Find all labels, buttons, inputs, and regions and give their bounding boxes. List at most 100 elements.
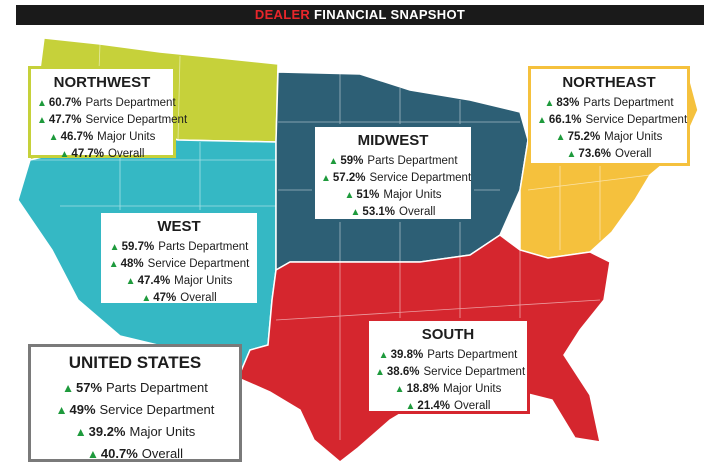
stat-row: ▲ 53.1% Overall [321,204,465,221]
stat-row: ▲ 57% Parts Department [37,377,233,399]
stat-row: ▲ 47.7% Service Department [37,112,187,129]
stat-percent: 21.4% [417,400,451,412]
stat-percent: 75.2% [567,131,601,143]
up-triangle-icon: ▲ [74,425,87,439]
stat-row: ▲ 39.8% Parts Department [375,347,521,364]
stat-percent: 49% [69,402,96,417]
up-triangle-icon: ▲ [141,293,152,304]
stat-percent: 66.1% [548,114,582,126]
up-triangle-icon: ▲ [59,149,70,160]
stat-row: ▲ 39.2% Major Units [37,421,233,443]
stat-label: Parts Department [85,97,176,109]
stat-label: Overall [108,148,145,160]
stat-percent: 39.8% [390,349,424,361]
west-rows: ▲ 59.7% Parts Department ▲ 48% Service Depart… [107,239,251,307]
stat-percent: 83% [556,97,580,109]
south-panel: SOUTH ▲ 39.8% Parts Department ▲ 38.6% Servic… [366,318,530,414]
stat-percent: 47.7% [48,114,82,126]
up-triangle-icon: ▲ [405,401,416,412]
midwest-rows: ▲ 59% Parts Department ▲ 57.2% Service Depart… [321,153,471,221]
stat-label: Parts Department [427,349,518,361]
stat-row: ▲ 73.6% Overall [537,146,681,163]
stat-row: ▲ 66.1% Service Department [537,112,687,129]
up-triangle-icon: ▲ [344,190,355,201]
stat-row: ▲ 47.4% Major Units [107,273,251,290]
up-triangle-icon: ▲ [350,207,361,218]
up-triangle-icon: ▲ [48,132,59,143]
united-states-rows: ▲ 57% Parts Department ▲ 49% Service Departme… [37,377,233,465]
northeast-rows: ▲ 83% Parts Department ▲ 66.1% Service Depart… [537,95,687,163]
stat-percent: 48% [120,258,144,270]
stat-percent: 57% [75,380,103,395]
stat-label: Service Department [423,366,526,378]
stat-row: ▲ 59% Parts Department [321,153,465,170]
stat-row: ▲ 18.8% Major Units [375,381,521,398]
up-triangle-icon: ▲ [537,115,547,126]
stat-row: ▲ 57.2% Service Department [321,170,471,187]
stat-percent: 39.2% [88,424,126,439]
stat-percent: 47.7% [71,148,105,160]
stat-label: Major Units [174,275,233,287]
stat-label: Major Units [129,424,196,439]
stat-percent: 73.6% [578,148,612,160]
up-triangle-icon: ▲ [328,156,339,167]
stat-label: Major Units [97,131,156,143]
stat-percent: 18.8% [406,383,440,395]
stat-percent: 53.1% [362,206,396,218]
up-triangle-icon: ▲ [555,132,566,143]
united-states-heading: UNITED STATES [68,353,202,372]
stat-row: ▲ 60.7% Parts Department [37,95,176,112]
northeast-panel: NORTHEAST ▲ 83% Parts Department ▲ 66.1% Serv… [528,66,690,166]
stat-label: Service Department [147,258,250,270]
stat-label: Parts Department [367,155,458,167]
stat-percent: 59% [340,155,364,167]
west-panel: WEST ▲ 59.7% Parts Department ▲ 48% Service D… [98,210,260,306]
stat-label: Overall [454,400,491,412]
stat-label: Major Units [383,189,442,201]
stat-percent: 51% [356,189,380,201]
stat-label: Parts Department [583,97,674,109]
up-triangle-icon: ▲ [62,381,74,395]
up-triangle-icon: ▲ [87,447,99,461]
stat-label: Major Units [443,383,502,395]
stat-percent: 47.4% [137,275,171,287]
stat-label: Parts Department [158,241,249,253]
stat-label: Overall [399,206,436,218]
up-triangle-icon: ▲ [109,242,120,253]
stat-label: Service Department [99,402,215,417]
northwest-panel: NORTHWEST ▲ 60.7% Parts Department ▲ 47.7% Se… [28,66,187,160]
stat-row: ▲ 83% Parts Department [537,95,681,112]
stat-label: Parts Department [106,380,208,395]
stat-row: ▲ 21.4% Overall [375,398,521,415]
united-states-panel: UNITED STATES ▲ 57% Parts Department ▲ 49% Se… [28,344,242,462]
stat-row: ▲ 51% Major Units [321,187,465,204]
up-triangle-icon: ▲ [37,115,47,126]
stat-label: Major Units [604,131,663,143]
stat-label: Service Department [585,114,688,126]
stat-row: ▲ 59.7% Parts Department [107,239,251,256]
title-white-words: FINANCIAL SNAPSHOT [314,7,466,22]
south-heading: SOUTH [421,326,475,343]
title-red-word: DEALER [254,7,311,22]
stat-row: ▲ 40.7% Overall [37,443,233,465]
northeast-heading: NORTHEAST [562,74,656,91]
up-triangle-icon: ▲ [394,384,405,395]
stat-row: ▲ 49% Service Department [37,399,233,421]
up-triangle-icon: ▲ [321,173,331,184]
stat-percent: 47% [153,292,177,304]
up-triangle-icon: ▲ [37,98,47,109]
stat-row: ▲ 75.2% Major Units [537,129,681,146]
stat-row: ▲ 48% Service Department [107,256,251,273]
midwest-panel: MIDWEST ▲ 59% Parts Department ▲ 57.2% Servic… [312,124,474,222]
up-triangle-icon: ▲ [375,367,385,378]
stat-row: ▲ 46.7% Major Units [37,129,167,146]
west-heading: WEST [157,218,201,235]
up-triangle-icon: ▲ [566,149,577,160]
south-rows: ▲ 39.8% Parts Department ▲ 38.6% Service Depa… [375,347,525,415]
northwest-rows: ▲ 60.7% Parts Department ▲ 47.7% Service Depa… [37,95,187,163]
northwest-heading: NORTHWEST [53,74,151,91]
up-triangle-icon: ▲ [544,98,555,109]
stat-percent: 59.7% [121,241,155,253]
stat-percent: 40.7% [100,446,138,461]
stat-row: ▲ 47.7% Overall [37,146,167,163]
